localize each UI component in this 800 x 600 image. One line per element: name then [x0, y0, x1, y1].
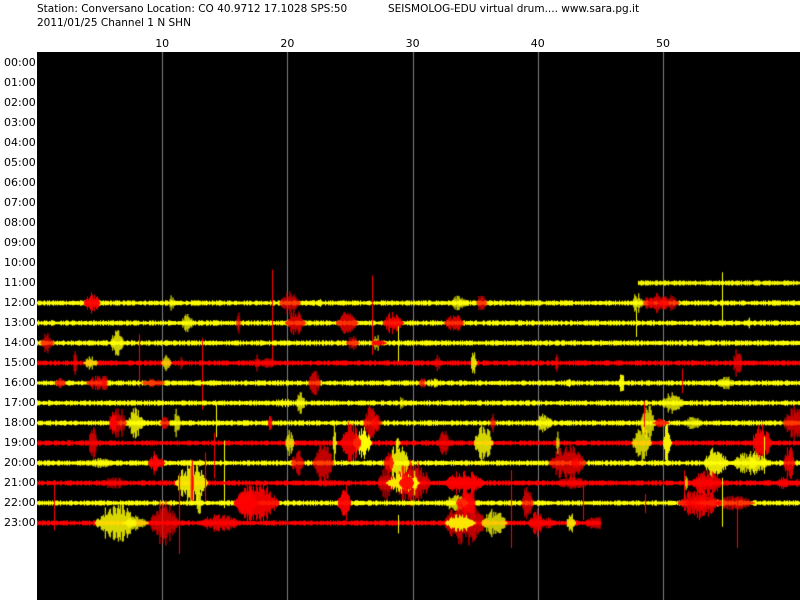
- minute-label-10: 10: [155, 37, 170, 50]
- hour-label: 12:00: [4, 296, 36, 309]
- hour-label: 09:00: [4, 236, 36, 249]
- minute-label-40: 40: [530, 37, 545, 50]
- hour-axis: 00:00 01:00 02:00 03:00 04:00 05:00 06:00 07:00…: [0, 52, 37, 600]
- hour-label: 06:00: [4, 176, 36, 189]
- hour-label: 00:00: [4, 56, 36, 69]
- minute-axis: 10 20 30 40 50: [0, 33, 800, 52]
- hour-label: 11:00: [4, 276, 36, 289]
- hour-label: 18:00: [4, 416, 36, 429]
- hour-label: 20:00: [4, 456, 36, 469]
- hour-label: 01:00: [4, 76, 36, 89]
- hour-label: 08:00: [4, 216, 36, 229]
- station-info: Station: Conversano Location: CO 40.9712…: [37, 3, 348, 15]
- hour-label: 22:00: [4, 496, 36, 509]
- hour-label: 10:00: [4, 256, 36, 269]
- date-channel-info: 2011/01/25 Channel 1 N SHN: [37, 17, 191, 29]
- hour-label: 04:00: [4, 136, 36, 149]
- minute-label-50: 50: [656, 37, 670, 50]
- seismogram-drum: [0, 33, 800, 600]
- hour-label: 23:00: [4, 516, 36, 529]
- hour-label: 14:00: [4, 336, 36, 349]
- hour-label: 15:00: [4, 356, 36, 369]
- hour-label: 17:00: [4, 396, 36, 409]
- hour-label: 13:00: [4, 316, 36, 329]
- hour-label: 19:00: [4, 436, 36, 449]
- minute-label-30: 30: [405, 37, 420, 50]
- hour-label: 21:00: [4, 476, 36, 489]
- hour-label: 02:00: [4, 96, 36, 109]
- hour-label: 05:00: [4, 156, 36, 169]
- header-panel: [0, 0, 800, 33]
- hour-label: 16:00: [4, 376, 36, 389]
- hour-label: 07:00: [4, 196, 36, 209]
- app-title: SEISMOLOG-EDU virtual drum.... www.sara.…: [388, 3, 640, 15]
- minute-label-20: 20: [280, 37, 295, 50]
- hour-label: 03:00: [4, 116, 36, 129]
